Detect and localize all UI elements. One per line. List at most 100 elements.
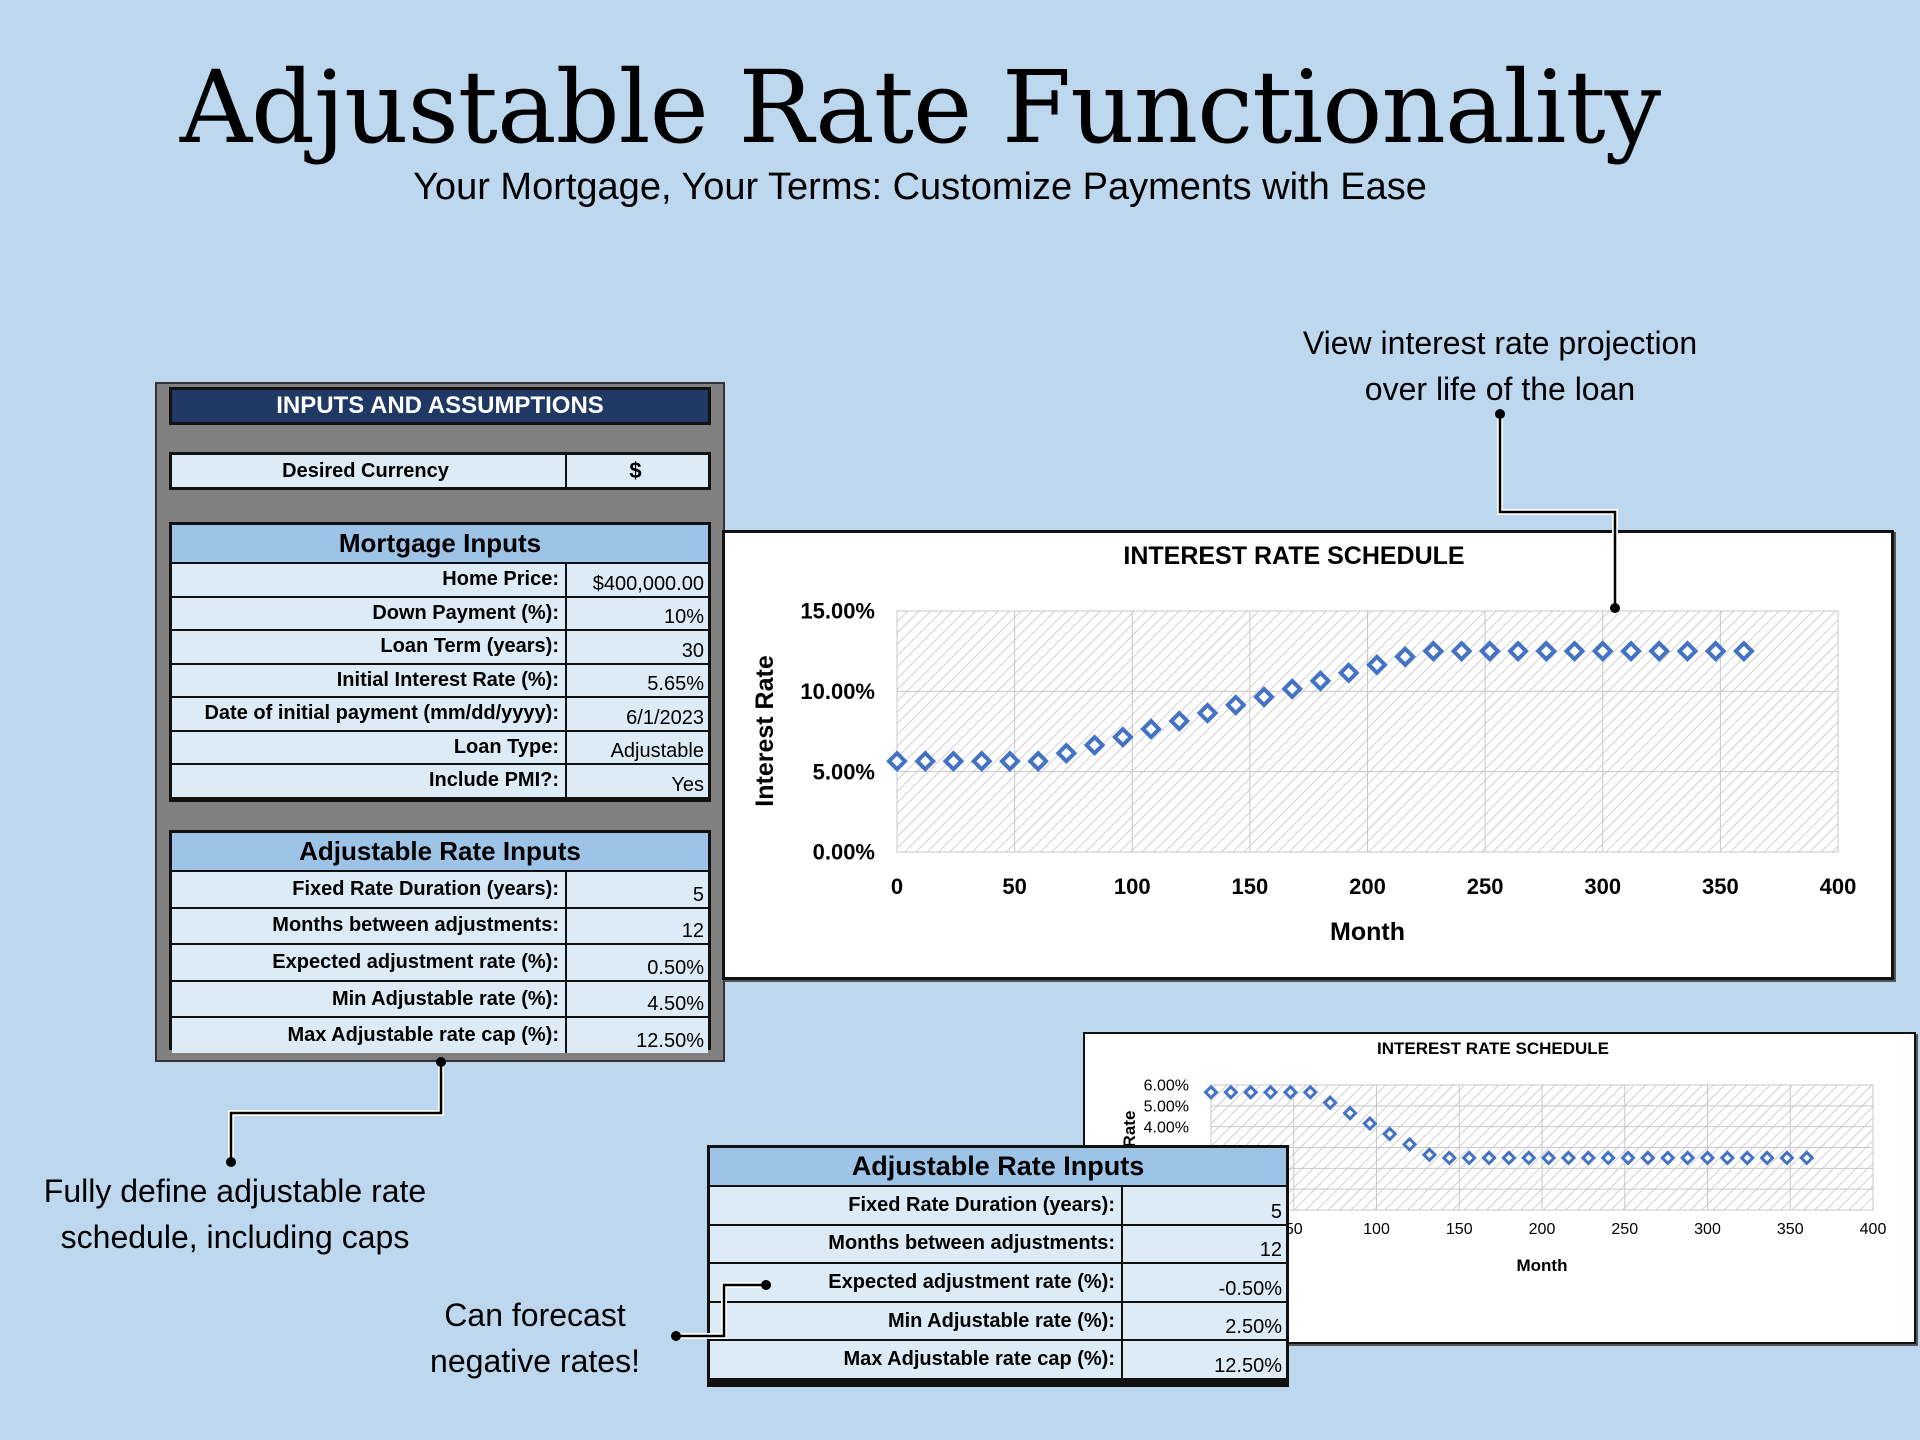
interest-rate-chart-main: INTEREST RATE SCHEDULE 0.00% 5.00% 10.00% 15…	[722, 530, 1894, 980]
x-tick-label: 200	[1529, 1221, 1556, 1238]
adjustable-input-row: Months between adjustments: 12	[172, 906, 708, 944]
data-point	[1422, 640, 1445, 662]
mortgage-input-row: Loan Term (years): 30	[172, 629, 708, 663]
data-point	[1501, 1150, 1517, 1166]
data-point	[1540, 1150, 1557, 1166]
data-point	[942, 750, 965, 773]
interest-rate-chart-negative: INTEREST RATE SCHEDULE 4.00% 5.00% 6.00% 50 1…	[1083, 1032, 1916, 1344]
data-point	[1560, 1150, 1577, 1166]
data-point	[914, 750, 937, 773]
data-point	[1441, 1150, 1457, 1166]
data-point	[1779, 1150, 1795, 1166]
callout-dot-negative-end	[671, 1331, 681, 1341]
mortgage-input-row-value[interactable]: 6/1/2023	[567, 698, 708, 730]
adjustable-input-row-value[interactable]: 5	[567, 872, 708, 907]
note-define-line1: Fully define adjustable rate	[43, 1173, 427, 1209]
data-point	[1394, 645, 1416, 668]
mortgage-input-row-value[interactable]: $400,000.00	[567, 564, 708, 596]
note-projection-line2: over life of the loan	[1364, 371, 1636, 407]
note-negative-line1: Can forecast	[444, 1297, 626, 1333]
y-tick-label: 5.00%	[813, 759, 875, 784]
negative-adjustable-input-row-value[interactable]: 12	[1123, 1225, 1286, 1263]
data-point	[1342, 1105, 1358, 1121]
data-point	[1450, 640, 1473, 662]
mortgage-input-row-label: Home Price:	[172, 564, 567, 596]
chart-title: INTEREST RATE SCHEDULE	[1377, 1039, 1609, 1058]
negative-adjustable-input-row-label: Expected adjustment rate (%):	[710, 1264, 1123, 1301]
negative-adjustable-header: Adjustable Rate Inputs	[710, 1148, 1286, 1187]
mortgage-input-row-value[interactable]: 30	[567, 631, 708, 663]
x-tick-label: 300	[1694, 1221, 1721, 1238]
currency-label: Desired Currency	[172, 455, 567, 487]
callout-dot-schedule-end	[226, 1157, 236, 1167]
x-tick-label: 200	[1349, 874, 1386, 899]
data-point	[1281, 678, 1304, 700]
y-axis-label: Rate	[1120, 1111, 1139, 1148]
inputs-heading: INPUTS AND ASSUMPTIONS	[169, 387, 711, 425]
note-define-line2: schedule, including caps	[60, 1219, 410, 1255]
x-tick-label: 150	[1232, 874, 1269, 899]
negative-adjustable-input-row-value[interactable]: 12.50%	[1123, 1341, 1286, 1378]
mortgage-input-row-label: Include PMI?:	[172, 765, 567, 797]
negative-adjustable-input-row: Fixed Rate Duration (years): 5	[710, 1187, 1286, 1224]
x-tick-label: 400	[1860, 1221, 1887, 1238]
data-point	[1401, 1136, 1418, 1152]
adjustable-input-row: Max Adjustable rate cap (%): 12.50%	[172, 1016, 708, 1053]
x-tick-label: 250	[1467, 874, 1504, 899]
adjustable-input-row-label: Fixed Rate Duration (years):	[172, 872, 567, 907]
mortgage-input-row-value[interactable]: 5.65%	[567, 664, 708, 696]
note-negative-rates: Can forecast negative rates!	[400, 1292, 670, 1384]
callout-line-negative	[676, 1283, 766, 1338]
mortgage-input-row-value[interactable]: Yes	[567, 765, 708, 797]
data-point	[1027, 750, 1049, 773]
data-point	[1337, 662, 1360, 684]
y-tick-label: 10.00%	[800, 679, 875, 704]
data-point	[1203, 1084, 1219, 1100]
adjustable-input-row-value[interactable]: 4.50%	[567, 981, 708, 1017]
data-point	[1719, 1150, 1735, 1166]
data-point	[1481, 1150, 1497, 1166]
callout-dot-schedule-start	[436, 1057, 446, 1067]
data-point	[1112, 726, 1134, 748]
adjustable-input-row-value[interactable]: 0.50%	[567, 945, 708, 980]
y-tick-label: 5.00%	[1144, 1098, 1189, 1115]
data-point	[1309, 670, 1332, 692]
data-point	[1799, 1150, 1815, 1166]
negative-adjustable-input-row-value[interactable]: -0.50%	[1123, 1264, 1286, 1301]
data-point	[1640, 1150, 1656, 1166]
data-point	[1733, 640, 1755, 662]
negative-adjustable-input-row-value[interactable]: 2.50%	[1123, 1302, 1286, 1340]
adjustable-input-row-label: Max Adjustable rate cap (%):	[172, 1018, 567, 1053]
callout-dot-projection-end	[1610, 603, 1620, 613]
x-axis-label: Month	[1330, 918, 1405, 946]
mortgage-inputs-table: Mortgage Inputs Home Price: $400,000.00 Do…	[169, 522, 711, 802]
data-point	[1699, 1150, 1716, 1166]
data-point	[1704, 640, 1727, 662]
data-point	[1563, 640, 1586, 662]
x-tick-label: 100	[1363, 1221, 1390, 1238]
data-point	[1580, 1150, 1596, 1166]
adjustable-inputs-table: Adjustable Rate Inputs Fixed Rate Durati…	[169, 830, 711, 1053]
x-tick-label: 0	[891, 874, 903, 899]
data-point	[1479, 640, 1501, 662]
data-point	[1676, 640, 1699, 662]
adjustable-input-row-value[interactable]: 12	[567, 908, 708, 944]
note-projection-line1: View interest rate projection	[1302, 325, 1698, 361]
data-point	[1055, 742, 1078, 765]
data-point	[1168, 710, 1191, 732]
negative-adjustable-input-row: Max Adjustable rate cap (%): 12.50%	[710, 1339, 1286, 1378]
currency-value[interactable]: $	[567, 455, 708, 487]
negative-adjustable-input-row-value[interactable]: 5	[1123, 1187, 1286, 1224]
data-point	[886, 750, 908, 773]
mortgage-input-row-value[interactable]: 10%	[567, 597, 708, 629]
data-point	[1382, 1126, 1398, 1142]
negative-adjustable-input-row-label: Max Adjustable rate cap (%):	[710, 1341, 1123, 1378]
adjustable-input-row-value[interactable]: 12.50%	[567, 1018, 708, 1053]
x-tick-label: 350	[1702, 874, 1739, 899]
mortgage-input-row-label: Loan Type:	[172, 731, 567, 763]
mortgage-input-row-value[interactable]: Adjustable	[567, 731, 708, 763]
page-subtitle: Your Mortgage, Your Terms: Customize Pay…	[413, 166, 1427, 208]
data-point	[1243, 1084, 1259, 1100]
